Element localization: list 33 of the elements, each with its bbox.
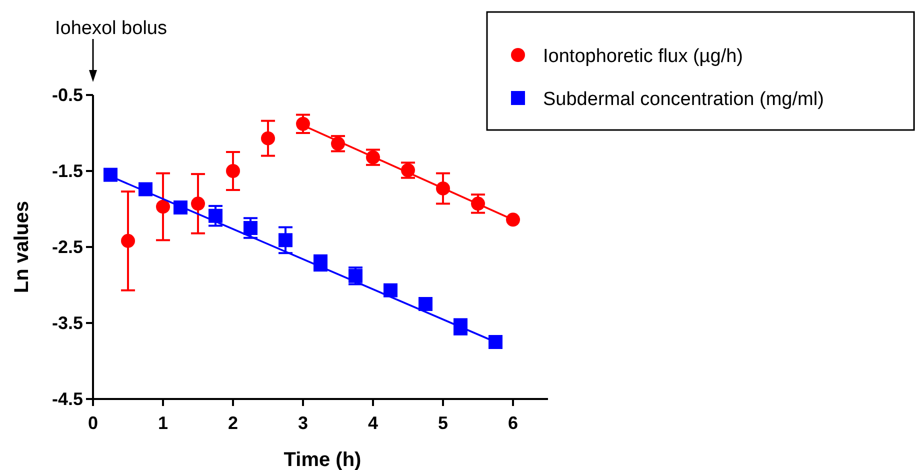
x-axis-title: Time (h) bbox=[284, 449, 362, 470]
text: Iohexol bolus bbox=[55, 18, 167, 39]
y-tick-label: -0.5 bbox=[52, 85, 83, 105]
point bbox=[296, 116, 310, 131]
point bbox=[191, 196, 205, 211]
y-tick-label: -4.5 bbox=[52, 389, 83, 409]
legend-label: Iontophoretic flux (µg/h) bbox=[543, 46, 743, 67]
point bbox=[121, 234, 135, 248]
point bbox=[174, 200, 188, 214]
x-tick-label: 3 bbox=[298, 413, 308, 433]
y-tick-label: -2.5 bbox=[52, 237, 83, 257]
point bbox=[244, 221, 258, 235]
x-tick-label: 5 bbox=[438, 413, 448, 433]
point bbox=[104, 168, 118, 182]
point bbox=[261, 131, 275, 146]
point bbox=[418, 297, 432, 311]
legend-label: Subdermal concentration (mg/ml) bbox=[543, 89, 824, 110]
point bbox=[138, 182, 152, 196]
point bbox=[208, 208, 222, 223]
x-tick-label: 4 bbox=[368, 413, 378, 433]
y-tick-label: -3.5 bbox=[52, 313, 83, 333]
x-tick-label: 1 bbox=[158, 413, 168, 433]
x-tick-label: 0 bbox=[88, 413, 98, 433]
point bbox=[226, 164, 240, 178]
y-tick-label: -1.5 bbox=[52, 161, 83, 181]
point bbox=[156, 200, 170, 214]
point bbox=[488, 335, 502, 349]
x-tick-label: 6 bbox=[508, 413, 518, 433]
point bbox=[384, 283, 398, 298]
point bbox=[506, 212, 520, 227]
y-axis-title: Ln values bbox=[11, 200, 33, 294]
point bbox=[278, 233, 292, 248]
x-tick-label: 2 bbox=[228, 413, 238, 433]
